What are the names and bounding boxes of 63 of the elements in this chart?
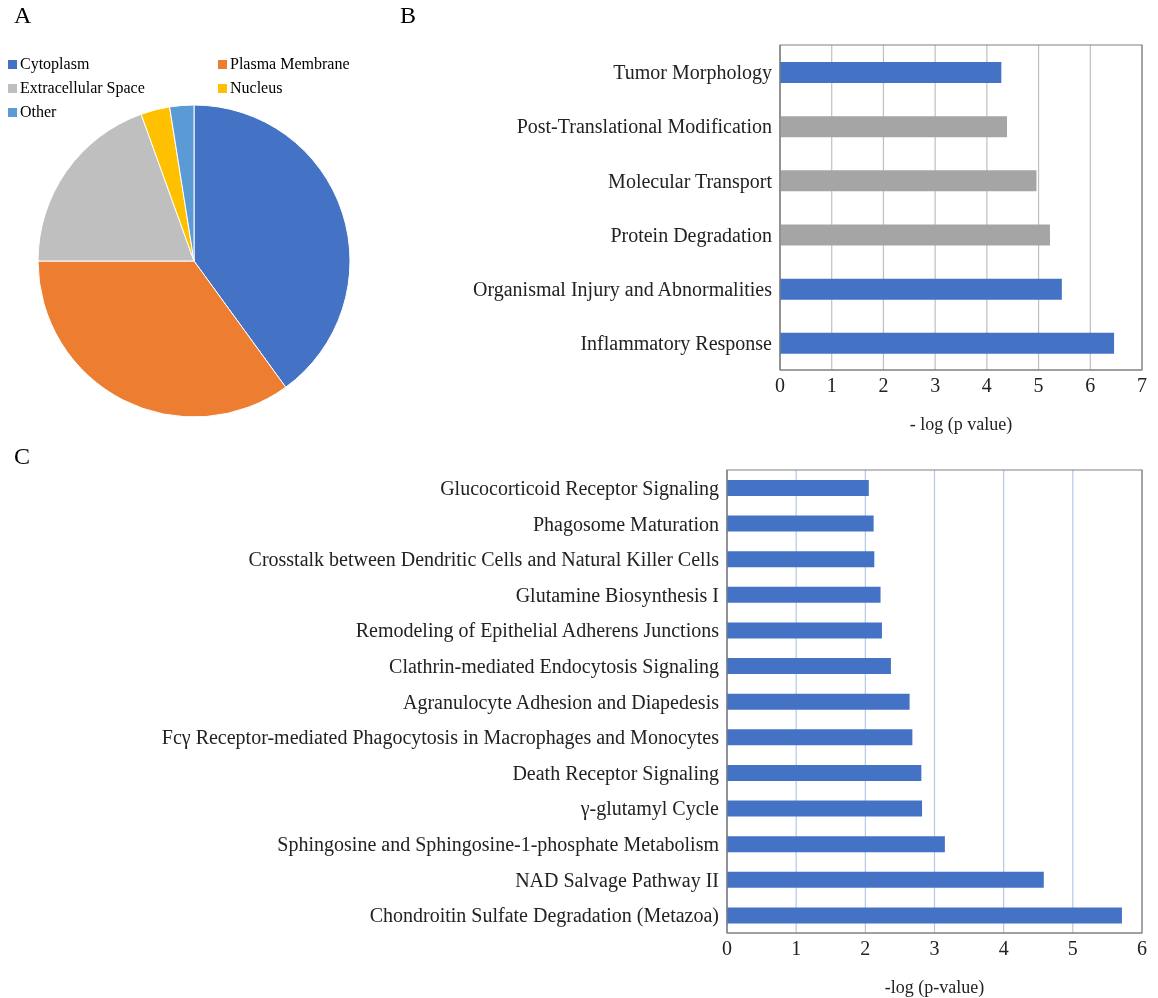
legend-label: Nucleus xyxy=(230,79,283,97)
x-tick-label: 4 xyxy=(998,937,1009,960)
x-tick-label: 6 xyxy=(1137,937,1147,960)
x-tick-label: 4 xyxy=(981,374,992,397)
y-tick-label: Protein Degradation xyxy=(610,223,772,247)
x-tick-label: 3 xyxy=(930,374,941,397)
chart-title: A xyxy=(14,2,32,29)
bar xyxy=(727,551,875,568)
y-tick-label: NAD Salvage Pathway II xyxy=(515,868,719,892)
bar xyxy=(780,332,1115,354)
x-tick-label: 6 xyxy=(1085,374,1096,397)
legend-label: Cytoplasm xyxy=(20,55,90,73)
legend-label: Other xyxy=(20,103,57,121)
y-tick-label: Post-Translational Modification xyxy=(516,115,772,138)
x-tick-label: 5 xyxy=(1033,374,1044,397)
bar xyxy=(727,693,910,710)
bar xyxy=(780,116,1008,138)
x-tick-label: 1 xyxy=(791,937,802,960)
x-tick-label: 0 xyxy=(775,374,785,397)
y-tick-label: Sphingosine and Sphingosine-1-phosphate Metabolism xyxy=(277,833,720,857)
bar xyxy=(727,764,922,781)
y-tick-label: Crosstalk between Dendritic Cells and Natural Killer Cells xyxy=(248,548,720,571)
y-tick-label: Phagosome Maturation xyxy=(532,512,719,536)
y-tick-label: Tumor Morphology xyxy=(613,61,772,85)
x-axis-title: -log (p-value) xyxy=(884,977,985,998)
y-tick-label: Remodeling of Epithelial Adherens Junctions xyxy=(355,619,720,643)
y-tick-label: Inflammatory Response xyxy=(580,332,773,356)
bar xyxy=(727,907,1122,924)
y-tick-label: γ-glutamyl Cycle xyxy=(579,797,720,821)
bar xyxy=(780,224,1050,246)
x-tick-label: 5 xyxy=(1067,937,1078,960)
x-tick-label: 0 xyxy=(722,937,732,960)
y-tick-label: Death Receptor Signaling xyxy=(512,761,719,785)
bar xyxy=(780,62,1002,83)
bar xyxy=(727,836,945,853)
x-tick-label: 2 xyxy=(860,937,871,960)
bar xyxy=(727,622,882,639)
x-tick-label: 2 xyxy=(878,374,889,397)
y-tick-label: Glutamine Biosynthesis I xyxy=(515,583,719,607)
x-axis-title: - log (p value) xyxy=(909,414,1013,435)
bar xyxy=(727,871,1044,888)
y-tick-label: Glucocorticoid Receptor Signaling xyxy=(440,476,719,500)
bar xyxy=(727,480,869,496)
text: B xyxy=(400,2,417,29)
text: C xyxy=(14,443,31,470)
y-tick-label: Chondroitin Sulfate Degradation (Metazoa) xyxy=(369,904,719,928)
x-tick-label: 3 xyxy=(929,937,940,960)
bar xyxy=(780,278,1062,300)
bar xyxy=(727,586,881,603)
bar xyxy=(727,658,891,675)
y-tick-label: Clathrin-mediated Endocytosis Signaling xyxy=(389,654,719,678)
y-tick-label: Molecular Transport xyxy=(608,169,773,193)
legend-label: Plasma Membrane xyxy=(230,55,350,73)
bar xyxy=(727,800,923,817)
x-tick-label: 1 xyxy=(826,374,837,397)
bar xyxy=(727,515,874,532)
legend-label: Extracellular Space xyxy=(20,79,145,97)
bar xyxy=(727,729,913,746)
bar xyxy=(780,170,1037,192)
x-tick-label: 7 xyxy=(1137,374,1147,397)
y-tick-label: Agranulocyte Adhesion and Diapedesis xyxy=(402,690,720,714)
y-tick-label: Organismal Injury and Abnormalities xyxy=(472,277,773,301)
y-tick-label: Fcγ Receptor-mediated Phagocytosis in Macrophages and Monocytes xyxy=(161,726,720,750)
